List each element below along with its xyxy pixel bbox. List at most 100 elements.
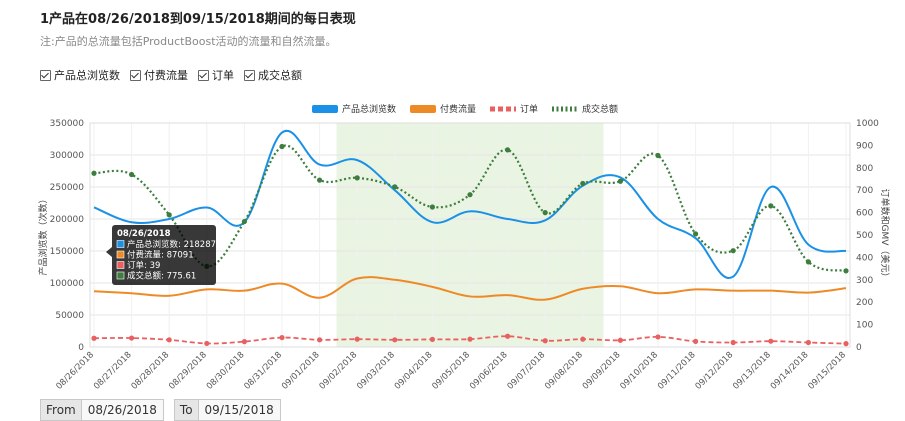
x-tick-label: 09/04/2018 [393,350,435,392]
y2-tick-label: 1000 [856,119,879,129]
x-tick-label: 08/31/2018 [242,350,284,392]
y2-tick-label: 700 [856,186,873,196]
data-point [805,339,812,346]
data-point [617,178,624,184]
data-point [730,339,736,346]
daily-performance-chart: 0 50000 100000 150000 200000 250000 300000 3500… [37,103,891,392]
filter-label: 订单 [212,69,234,82]
y-tick-label: 250000 [50,183,85,193]
to-date-input[interactable]: 09/15/2018 [198,400,280,420]
x-tick-label: 09/01/2018 [280,350,322,392]
y2-tick-label: 900 [856,141,873,151]
from-label: From [41,400,82,420]
x-tick-label: 09/07/2018 [506,350,548,392]
x-tick-label: 09/11/2018 [656,350,698,392]
y-tick-label: 50000 [55,311,84,321]
data-point [166,337,172,343]
checkbox-icon[interactable] [198,69,209,81]
tooltip-arrow [106,247,112,257]
y2-tick-label: 100 [856,321,873,331]
filter-label: 产品总浏览数 [54,69,120,82]
data-point [843,268,849,274]
data-point [805,259,812,265]
plot-frame [89,122,851,348]
data-point [317,337,323,343]
data-point [354,336,360,342]
data-point [580,336,586,342]
data-point [580,180,586,187]
series-line [93,129,847,280]
data-point [91,335,97,341]
y-axis-label: 产品浏览数（次数） [37,194,49,275]
data-point [129,171,135,178]
y2-tick-label: 600 [856,209,873,219]
tooltip-swatch [116,271,125,280]
data-point [241,339,247,345]
x-tick-label: 08/30/2018 [205,350,247,392]
data-point [392,337,398,343]
tooltip-line: 成交总额: 775.61 [127,271,196,282]
tooltip-swatch [116,250,125,259]
tooltip-line: 付费流量: 87091 [127,250,194,261]
x-tick-label: 08/28/2018 [130,350,172,392]
x-tick-label: 09/13/2018 [731,350,773,392]
data-point [542,338,548,344]
y2-tick-label: 500 [856,231,873,241]
data-point [505,333,511,339]
data-point [655,334,661,340]
filter-views[interactable]: 产品总浏览数 [40,67,120,83]
x-tick-label: 09/12/2018 [694,350,736,392]
x-tick-label: 09/06/2018 [468,350,510,392]
x-tick-label: 09/08/2018 [543,350,585,392]
checkbox-icon[interactable] [130,69,141,81]
data-point [354,175,360,181]
x-tick-label: 09/05/2018 [430,350,472,392]
to-date-field[interactable]: To 09/15/2018 [173,399,281,421]
data-point [279,143,285,150]
y-tick-label: 350000 [50,119,85,129]
y-tick-label: 100000 [50,279,85,289]
checkbox-icon[interactable] [244,69,255,81]
filter-gmv[interactable]: 成交总额 [244,67,302,83]
y2-tick-label: 300 [856,276,873,286]
x-tick-label: 08/27/2018 [92,350,134,392]
data-point [768,338,774,344]
y2-tick-label: 800 [856,164,873,174]
filter-label: 成交总额 [258,69,302,82]
y2-tick-label: 200 [856,298,873,308]
data-point [429,336,435,342]
data-point [693,338,699,344]
tooltip-swatch [116,240,125,248]
filter-label: 付费流量 [144,69,188,82]
data-point [843,341,849,347]
x-tick-label: 08/29/2018 [167,350,209,392]
date-range: From 08/26/2018 To 09/15/2018 [40,399,281,421]
data-point [505,147,511,153]
page-title: 1产品在08/26/2018到09/15/2018期间的每日表现 [40,12,356,27]
data-point [429,204,435,210]
data-point [655,152,661,159]
filter-orders[interactable]: 订单 [198,67,234,83]
from-date-input[interactable]: 08/26/2018 [81,400,163,420]
from-date-field[interactable]: From 08/26/2018 [40,399,164,421]
data-point [279,334,285,341]
checkbox-icon[interactable] [40,69,51,81]
legend-label: 成交总额 [582,103,618,115]
tooltip-swatch [116,261,125,269]
data-point [467,192,473,198]
data-point [204,340,210,347]
tooltip-line: 订单: 39 [127,260,160,271]
data-point [317,177,323,183]
y-tick-label: 200000 [50,215,85,225]
legend-swatch [410,105,436,113]
data-point [467,336,473,342]
data-point [129,335,135,341]
x-tick-label: 09/10/2018 [618,350,660,392]
legend-label: 订单 [520,103,538,115]
legend-label: 付费流量 [440,103,476,115]
x-tick-label: 09/09/2018 [581,350,623,392]
filter-paid-traffic[interactable]: 付费流量 [130,67,188,83]
tooltip [112,225,216,285]
tooltip-title: 08/26/2018 [117,229,171,239]
data-point [392,184,398,190]
